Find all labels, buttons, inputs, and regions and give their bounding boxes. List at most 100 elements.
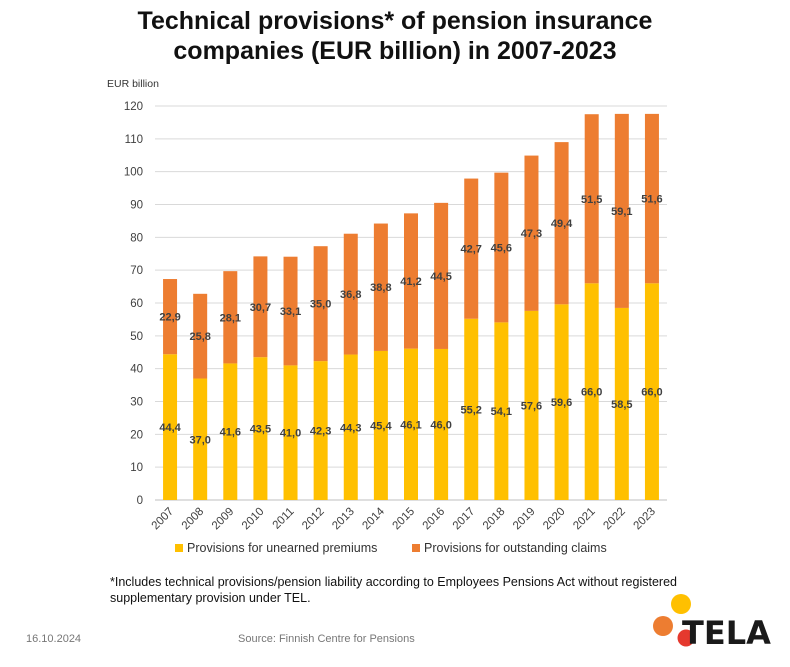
data-label-unearned: 41,0 (280, 428, 301, 440)
data-label-unearned: 55,2 (461, 404, 482, 416)
bar-outstanding-claims (584, 114, 599, 284)
legend-swatch-unearned (175, 544, 183, 552)
chart-title-line-2: companies (EUR billion) in 2007-2023 (173, 37, 617, 65)
x-tick-label: 2011 (271, 506, 297, 532)
chart-title-line-1: Technical provisions* of pension insuran… (137, 7, 653, 35)
x-tick-label: 2021 (571, 506, 598, 533)
data-label-outstanding: 22,9 (159, 312, 180, 324)
x-tick-label: 2018 (481, 506, 508, 533)
bar-outstanding-claims (614, 113, 629, 308)
data-label-outstanding: 49,4 (551, 218, 573, 230)
bar-unearned-premiums (524, 310, 539, 500)
y-tick-label: 90 (130, 200, 143, 212)
legend-label-outstanding: Provisions for outstanding claims (424, 541, 607, 555)
x-tick-label: 2020 (541, 506, 568, 533)
x-tick-label: 2013 (330, 506, 357, 533)
legend-label-unearned: Provisions for unearned premiums (187, 541, 377, 555)
data-label-outstanding: 41,2 (400, 276, 421, 288)
bar-outstanding-claims (313, 246, 328, 362)
data-label-unearned: 58,5 (611, 399, 632, 411)
logo-text: TELA (682, 614, 771, 652)
data-label-outstanding: 59,1 (611, 206, 632, 218)
bar-unearned-premiums (343, 354, 358, 500)
bar-outstanding-claims (373, 223, 388, 351)
x-tick-label: 2009 (210, 506, 237, 533)
y-tick-label: 70 (130, 265, 143, 277)
footnote-line-2: supplementary provision under TEL. (110, 591, 311, 605)
footnote: *Includes technical provisions/pension l… (110, 574, 750, 606)
y-tick-label: 10 (130, 462, 143, 474)
bar-outstanding-claims (554, 142, 569, 305)
x-tick-label: 2007 (150, 506, 177, 533)
bar-outstanding-claims (253, 256, 268, 358)
y-tick-label: 0 (137, 495, 143, 507)
date-label: 16.10.2024 (26, 633, 82, 645)
y-axis-label: EUR billion (107, 78, 159, 90)
y-tick-label: 60 (130, 298, 143, 310)
x-tick-label: 2008 (180, 506, 207, 533)
data-label-unearned: 57,6 (521, 400, 542, 412)
data-label-unearned: 42,3 (310, 426, 331, 438)
bar-unearned-premiums (404, 348, 418, 500)
bar-unearned-premiums (614, 307, 629, 500)
bar-outstanding-claims (404, 213, 418, 349)
y-tick-label: 30 (130, 397, 143, 409)
data-label-outstanding: 36,8 (340, 289, 361, 301)
data-label-unearned: 37,0 (189, 434, 210, 446)
data-label-unearned: 66,0 (641, 387, 662, 399)
data-label-unearned: 54,1 (491, 406, 512, 418)
data-label-outstanding: 51,5 (581, 194, 602, 206)
data-label-outstanding: 42,7 (461, 244, 482, 256)
bar-unearned-premiums (253, 357, 268, 500)
bar-outstanding-claims (283, 256, 298, 366)
bar-outstanding-claims (644, 113, 659, 284)
tela-logo-icon (653, 594, 695, 647)
bar-unearned-premiums (283, 365, 298, 500)
data-label-outstanding: 45,6 (491, 243, 512, 255)
bar-outstanding-claims (193, 293, 208, 379)
data-label-outstanding: 33,1 (280, 306, 301, 318)
data-label-outstanding: 44,5 (430, 271, 451, 283)
bar-unearned-premiums (223, 363, 238, 500)
data-label-unearned: 59,6 (551, 397, 572, 409)
footnote-line-1: *Includes technical provisions/pension l… (110, 575, 677, 589)
data-label-outstanding: 30,7 (250, 302, 271, 314)
y-tick-label: 80 (130, 232, 143, 244)
bar-outstanding-claims (434, 202, 449, 349)
data-label-unearned: 46,0 (430, 419, 451, 431)
bar-unearned-premiums (434, 348, 449, 500)
data-label-unearned: 46,1 (400, 419, 421, 431)
x-tick-label: 2017 (451, 506, 478, 533)
x-tick-label: 2023 (631, 506, 658, 533)
data-label-unearned: 44,4 (159, 422, 181, 434)
data-label-outstanding: 38,8 (370, 282, 391, 294)
y-tick-label: 100 (124, 167, 143, 179)
data-label-unearned: 44,3 (340, 422, 361, 434)
bar-outstanding-claims (464, 178, 479, 319)
y-tick-label: 40 (130, 364, 143, 376)
x-tick-label: 2015 (391, 506, 418, 533)
bar-outstanding-claims (223, 271, 238, 364)
data-label-outstanding: 25,8 (189, 331, 210, 343)
bar-unearned-premiums (163, 354, 178, 500)
bar-outstanding-claims (524, 155, 539, 311)
x-tick-label: 2016 (421, 506, 448, 533)
chart-title: Technical provisions* of pension insuran… (0, 6, 790, 66)
data-label-outstanding: 51,6 (641, 194, 662, 206)
bar-unearned-premiums (313, 361, 328, 500)
bar-unearned-premiums (373, 350, 388, 500)
data-label-outstanding: 47,3 (521, 228, 542, 240)
y-tick-label: 20 (130, 429, 143, 441)
y-tick-label: 110 (125, 134, 143, 146)
x-tick-label: 2012 (300, 506, 327, 533)
bar-unearned-premiums (584, 283, 599, 500)
data-label-outstanding: 28,1 (220, 312, 241, 324)
source-label: Source: Finnish Centre for Pensions (238, 633, 415, 645)
data-label-unearned: 45,4 (370, 420, 392, 432)
bar-unearned-premiums (554, 304, 569, 500)
y-tick-label: 50 (130, 331, 143, 343)
data-label-unearned: 41,6 (220, 427, 241, 439)
x-tick-label: 2010 (240, 506, 267, 533)
bar-unearned-premiums (644, 283, 659, 500)
